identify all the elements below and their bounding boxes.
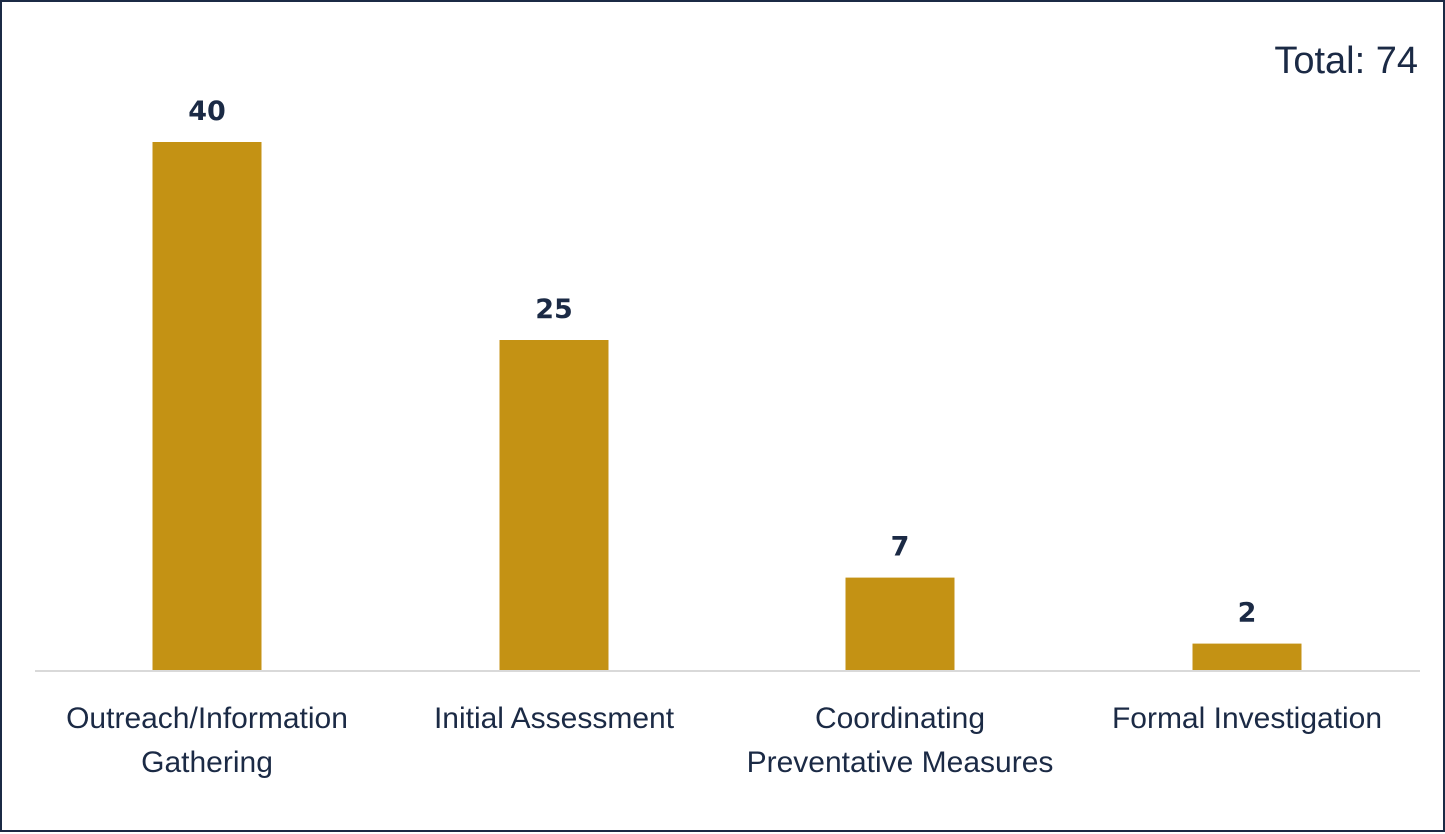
- bar-2: [845, 577, 955, 670]
- bar-1: [499, 340, 609, 670]
- bars-group: 40 25 7 2: [152, 96, 1302, 670]
- bar-0: [152, 142, 262, 670]
- data-label-3: 2: [1238, 598, 1257, 629]
- category-label-3: Formal Investigation: [1112, 702, 1382, 735]
- bar-3: [1192, 643, 1302, 670]
- data-label-2: 7: [891, 532, 910, 563]
- category-label-1: Initial Assessment: [434, 702, 675, 735]
- category-labels: Outreach/Information Gathering Initial Ass…: [66, 702, 1382, 779]
- data-label-0: 40: [188, 96, 226, 127]
- data-label-1: 25: [535, 294, 573, 325]
- total-annotation: Total: 74: [1274, 40, 1418, 82]
- category-label-2: Coordinating Preventative Measures: [747, 702, 1054, 779]
- category-label-0: Outreach/Information Gathering: [66, 702, 348, 779]
